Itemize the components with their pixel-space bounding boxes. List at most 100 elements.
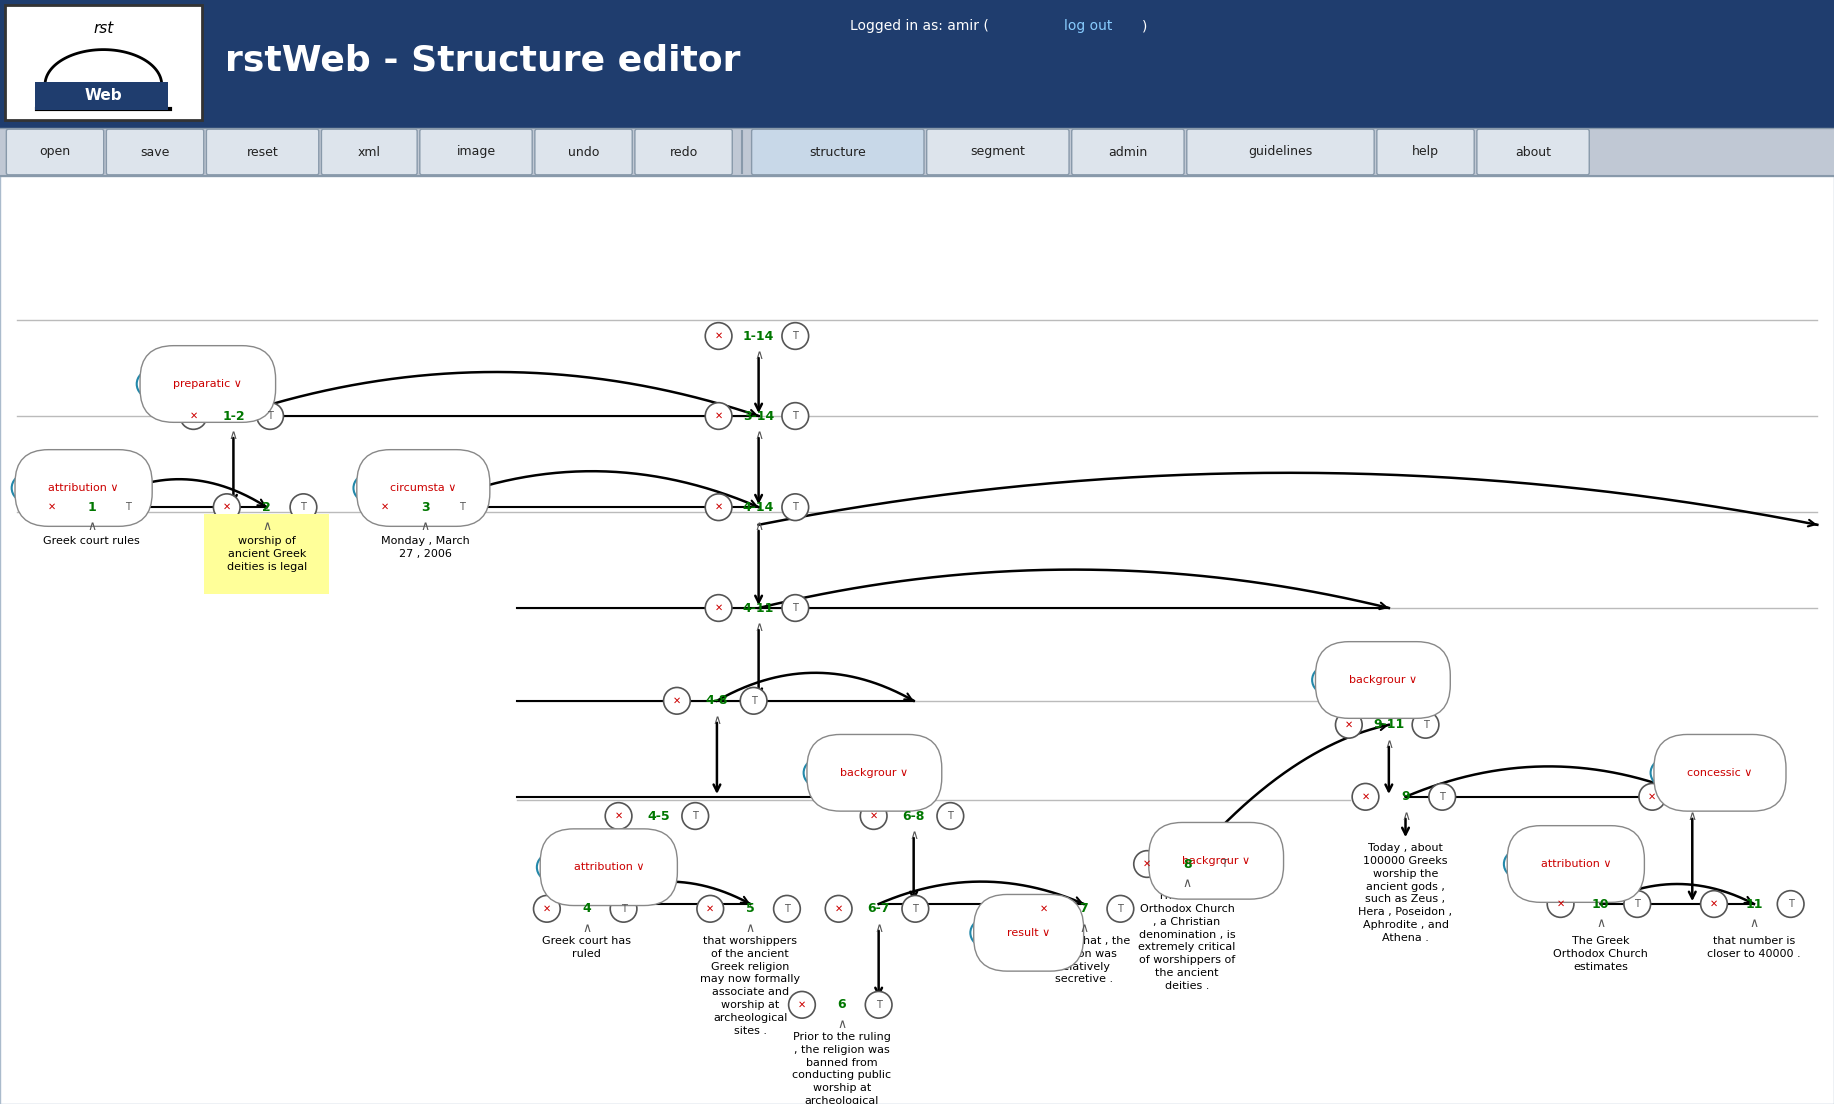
Text: 2: 2 bbox=[262, 501, 271, 513]
Circle shape bbox=[774, 895, 800, 922]
Circle shape bbox=[1777, 891, 1805, 917]
Text: ✕: ✕ bbox=[189, 411, 198, 421]
FancyBboxPatch shape bbox=[106, 129, 204, 174]
Circle shape bbox=[449, 493, 475, 521]
Circle shape bbox=[860, 803, 888, 829]
Text: ✕: ✕ bbox=[1143, 859, 1152, 869]
Text: Logged in as: amir (: Logged in as: amir ( bbox=[851, 19, 989, 33]
Text: ∧: ∧ bbox=[229, 428, 238, 442]
Text: ∧: ∧ bbox=[1750, 916, 1759, 930]
Text: 1: 1 bbox=[88, 501, 95, 513]
Text: T: T bbox=[1634, 899, 1640, 909]
FancyBboxPatch shape bbox=[1476, 129, 1590, 174]
Text: ✕: ✕ bbox=[1649, 792, 1656, 802]
Circle shape bbox=[1352, 784, 1379, 810]
Circle shape bbox=[781, 595, 809, 622]
Text: ∧: ∧ bbox=[1385, 737, 1394, 751]
Circle shape bbox=[1108, 895, 1133, 922]
Text: The Greek
Orthodox Church
estimates: The Greek Orthodox Church estimates bbox=[1553, 936, 1649, 972]
Text: T: T bbox=[792, 603, 798, 613]
FancyBboxPatch shape bbox=[1377, 129, 1475, 174]
Text: xml: xml bbox=[358, 146, 381, 159]
Text: backgrour ∨: backgrour ∨ bbox=[1348, 675, 1418, 684]
Text: 1-14: 1-14 bbox=[743, 329, 774, 342]
FancyBboxPatch shape bbox=[6, 129, 105, 174]
Text: ∧: ∧ bbox=[875, 922, 884, 934]
Text: ∧: ∧ bbox=[1596, 916, 1605, 930]
Text: The Greek
Orthodox Church
, a Christian
denomination , is
extremely critical
of : The Greek Orthodox Church , a Christian … bbox=[1139, 891, 1236, 990]
Circle shape bbox=[372, 493, 398, 521]
Text: attribution ∨: attribution ∨ bbox=[48, 484, 119, 493]
Circle shape bbox=[781, 403, 809, 429]
Text: attribution ∨: attribution ∨ bbox=[1541, 859, 1610, 869]
Circle shape bbox=[902, 895, 928, 922]
Text: Monday , March
27 , 2006: Monday , March 27 , 2006 bbox=[381, 537, 470, 559]
Circle shape bbox=[789, 991, 816, 1018]
Circle shape bbox=[290, 493, 317, 521]
Text: ✕: ✕ bbox=[1040, 904, 1047, 914]
Circle shape bbox=[937, 803, 963, 829]
Text: ✕: ✕ bbox=[869, 811, 878, 821]
Circle shape bbox=[706, 403, 732, 429]
Text: concessic ∨: concessic ∨ bbox=[1687, 767, 1753, 778]
Text: ✕: ✕ bbox=[715, 502, 723, 512]
Bar bbox=[0, 176, 1834, 1104]
Text: 3-14: 3-14 bbox=[743, 410, 774, 423]
Text: Web: Web bbox=[84, 88, 123, 104]
Text: T: T bbox=[792, 502, 798, 512]
Text: rstWeb - Structure editor: rstWeb - Structure editor bbox=[226, 44, 741, 77]
Text: ∧: ∧ bbox=[583, 922, 591, 934]
Text: ∧: ∧ bbox=[838, 1018, 847, 1030]
Text: T: T bbox=[268, 411, 273, 421]
Text: 1: 1 bbox=[1660, 767, 1667, 778]
Text: 2: 2 bbox=[547, 862, 554, 872]
Text: ∧: ∧ bbox=[655, 829, 664, 841]
Text: 9: 9 bbox=[1401, 790, 1410, 804]
Text: 4-11: 4-11 bbox=[743, 602, 774, 615]
Text: T: T bbox=[691, 811, 699, 821]
Text: ∧: ∧ bbox=[88, 520, 95, 533]
Text: 10: 10 bbox=[1592, 898, 1608, 911]
Text: 1: 1 bbox=[363, 484, 370, 493]
Text: save: save bbox=[141, 146, 171, 159]
FancyBboxPatch shape bbox=[1187, 129, 1374, 174]
Text: ✕: ✕ bbox=[381, 502, 389, 512]
Bar bbox=[0, 0, 1834, 128]
Text: that number is
closer to 40000 .: that number is closer to 40000 . bbox=[1707, 936, 1801, 958]
Circle shape bbox=[781, 493, 809, 521]
Text: 2: 2 bbox=[1513, 859, 1520, 869]
Text: T: T bbox=[620, 904, 627, 914]
Text: 3: 3 bbox=[981, 927, 987, 937]
Circle shape bbox=[781, 322, 809, 349]
Circle shape bbox=[1146, 848, 1172, 874]
Text: ✕: ✕ bbox=[798, 1000, 805, 1010]
Text: ✕: ✕ bbox=[706, 904, 713, 914]
Circle shape bbox=[1210, 851, 1238, 878]
Circle shape bbox=[1504, 851, 1531, 878]
Text: ✕: ✕ bbox=[715, 603, 723, 613]
Text: ✕: ✕ bbox=[1557, 899, 1564, 909]
Text: T: T bbox=[301, 502, 306, 512]
Text: backgrour ∨: backgrour ∨ bbox=[1183, 856, 1251, 866]
Text: 6-8: 6-8 bbox=[902, 809, 924, 822]
Circle shape bbox=[611, 895, 636, 922]
Text: result ∨: result ∨ bbox=[1007, 927, 1051, 937]
Circle shape bbox=[1640, 784, 1665, 810]
Text: Greek court has
ruled: Greek court has ruled bbox=[543, 936, 631, 958]
Text: 2: 2 bbox=[22, 484, 28, 493]
Text: ✕: ✕ bbox=[614, 811, 622, 821]
Text: log out: log out bbox=[1064, 19, 1111, 33]
FancyBboxPatch shape bbox=[1071, 129, 1185, 174]
Circle shape bbox=[1623, 891, 1651, 917]
Text: ✕: ✕ bbox=[543, 904, 550, 914]
Text: ∧: ∧ bbox=[1183, 877, 1192, 890]
Text: circumsta ∨: circumsta ∨ bbox=[391, 484, 457, 493]
Text: 6-7: 6-7 bbox=[867, 902, 889, 915]
Text: ∧: ∧ bbox=[754, 620, 763, 634]
Text: ∧: ∧ bbox=[1401, 809, 1410, 822]
Circle shape bbox=[1651, 760, 1678, 786]
Circle shape bbox=[354, 475, 380, 501]
Text: Today , about
100000 Greeks
worship the
ancient gods ,
such as Zeus ,
Hera , Pos: Today , about 100000 Greeks worship the … bbox=[1359, 843, 1453, 943]
Text: redo: redo bbox=[669, 146, 697, 159]
Text: T: T bbox=[1440, 792, 1445, 802]
